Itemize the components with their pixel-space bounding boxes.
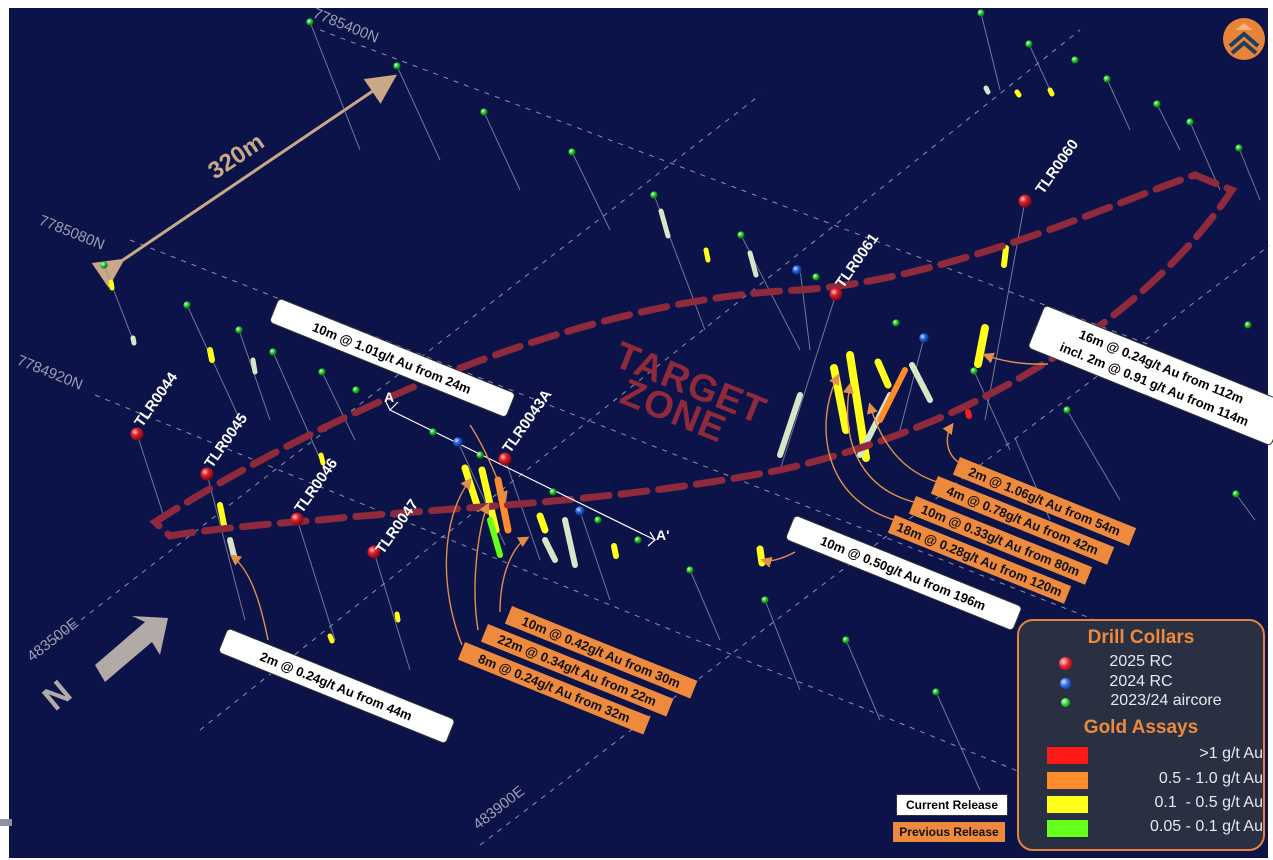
legend-collar-aircore: 2023/24 aircore bbox=[1110, 692, 1222, 709]
legend-assay-gt1: >1 g/t Au bbox=[1199, 745, 1263, 762]
legend-dot-aircore bbox=[1061, 698, 1070, 707]
legend-assays-title: Gold Assays bbox=[1083, 717, 1199, 738]
legend-collar-2024: 2024 RC bbox=[1109, 673, 1173, 690]
key-current-release: Current Release bbox=[896, 794, 1008, 816]
section-label-end: A' bbox=[656, 527, 669, 543]
legend-collars-title: Drill Collars bbox=[1087, 627, 1195, 648]
edge-marker bbox=[0, 819, 12, 826]
legend-swatch-005-01 bbox=[1047, 820, 1088, 837]
legend-dot-2025 bbox=[1059, 657, 1072, 670]
legend-swatch-01-05 bbox=[1047, 796, 1088, 813]
drill-traces bbox=[103, 12, 1261, 791]
rc-2024-collars bbox=[453, 265, 929, 516]
legend-assay-01-05: 0.1 - 0.5 g/t Au bbox=[1154, 794, 1263, 811]
legend: Drill Collars 2025 RC 2024 RC 2023/24 ai… bbox=[1017, 619, 1265, 851]
section-label-start: A bbox=[384, 389, 394, 405]
legend-swatch-05-10 bbox=[1047, 772, 1088, 789]
scale-bar bbox=[91, 74, 397, 288]
legend-collar-2025: 2025 RC bbox=[1109, 653, 1173, 670]
legend-assay-005-01: 0.05 - 0.1 g/t Au bbox=[1150, 818, 1263, 835]
aircore-collars bbox=[100, 9, 1252, 696]
assay-intervals bbox=[108, 85, 1055, 644]
key-previous-release: Previous Release bbox=[893, 822, 1005, 842]
legend-assay-05-10: 0.5 - 1.0 g/t Au bbox=[1158, 770, 1263, 787]
target-zone-outline bbox=[149, 171, 1238, 540]
company-logo-icon bbox=[1223, 18, 1265, 60]
callout-arrows bbox=[229, 352, 1049, 646]
legend-swatch-gt1 bbox=[1047, 747, 1088, 764]
legend-dot-2024 bbox=[1060, 678, 1071, 689]
rc-2025-collars bbox=[130, 194, 1032, 559]
